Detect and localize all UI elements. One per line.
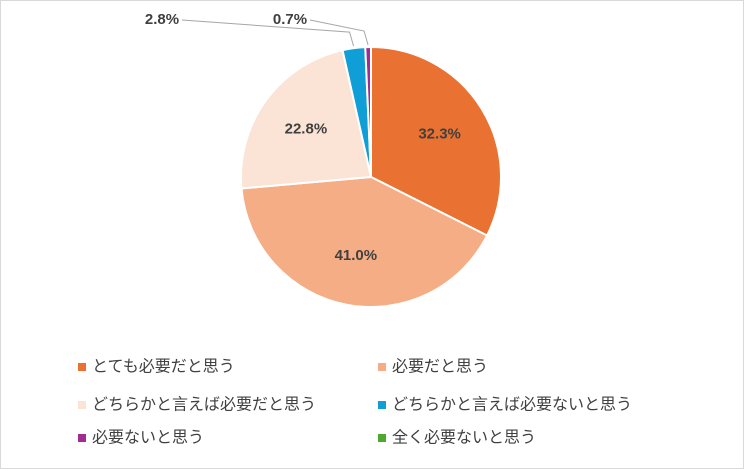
legend-swatch bbox=[78, 434, 86, 442]
data-label: 0.7% bbox=[273, 11, 307, 28]
legend-swatch bbox=[378, 363, 386, 371]
pie-slice bbox=[240, 175, 489, 308]
legend-swatch bbox=[78, 363, 86, 371]
data-label: 41.0% bbox=[335, 247, 378, 264]
pie-slice bbox=[240, 48, 373, 190]
data-label: 22.8% bbox=[285, 120, 328, 137]
legend-label: 必要ないと思う bbox=[92, 428, 204, 447]
legend-label: とても必要だと思う bbox=[92, 357, 235, 376]
leader-line bbox=[181, 19, 355, 47]
pie-slice bbox=[370, 45, 502, 237]
legend-swatch bbox=[78, 401, 86, 409]
legend-label: どちらかと言えば必要だと思う bbox=[92, 395, 316, 414]
legend-swatch bbox=[378, 401, 386, 409]
data-label: 32.3% bbox=[418, 126, 461, 143]
legend-swatch bbox=[378, 434, 386, 442]
legend-label: どちらかと言えば必要ないと思う bbox=[392, 395, 632, 414]
leader-line bbox=[309, 19, 369, 46]
legend-label: 全く必要ないと思う bbox=[392, 428, 536, 447]
data-label: 2.8% bbox=[145, 11, 179, 28]
legend-label: 必要だと思う bbox=[392, 357, 488, 376]
